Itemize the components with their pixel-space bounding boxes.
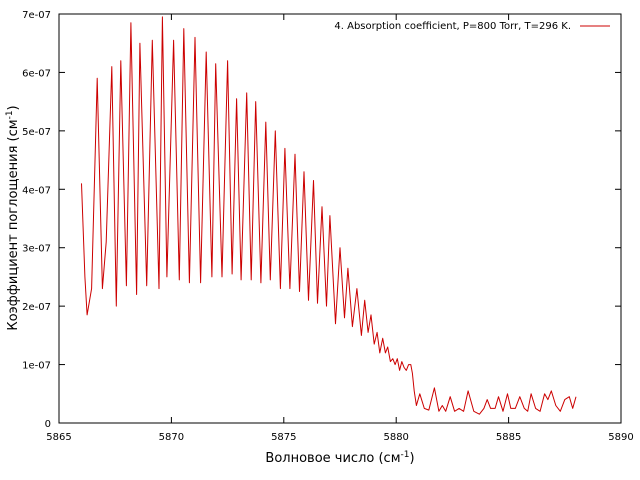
y-tick-label: 1e-07 <box>22 361 51 372</box>
y-tick-label: 5e-07 <box>22 127 51 138</box>
series-line-0 <box>81 16 577 415</box>
plot-frame <box>58 13 622 424</box>
series-group <box>81 16 577 415</box>
y-tick-label: 7e-07 <box>22 10 51 21</box>
y-axis-label: Коэффициент поглощения (см-1) <box>5 105 21 330</box>
x-tick-label: 5870 <box>159 432 184 443</box>
plot-frame-group <box>58 13 622 424</box>
x-tick-label: 5890 <box>608 432 633 443</box>
x-tick-label: 5880 <box>383 432 408 443</box>
y-tick-label: 4e-07 <box>22 185 51 196</box>
y-tick-label: 6e-07 <box>22 68 51 79</box>
ticks-group: 5865 5870 5875 5880 5885 5890 0 1e-07 2e-07 3e-07… <box>22 10 634 443</box>
x-tick-label: 5875 <box>271 432 296 443</box>
x-axis-label: Волновое число (см-1) <box>265 450 414 466</box>
legend-label: 4. Absorption coefficient, P=800 Torr, T… <box>334 21 571 32</box>
x-tick-label: 5865 <box>46 432 71 443</box>
y-tick-label: 3e-07 <box>22 244 51 255</box>
y-tick-label: 2e-07 <box>22 302 51 313</box>
legend: 4. Absorption coefficient, P=800 Torr, T… <box>334 21 610 32</box>
x-tick-label: 5885 <box>496 432 521 443</box>
y-tick-label: 0 <box>45 419 51 430</box>
